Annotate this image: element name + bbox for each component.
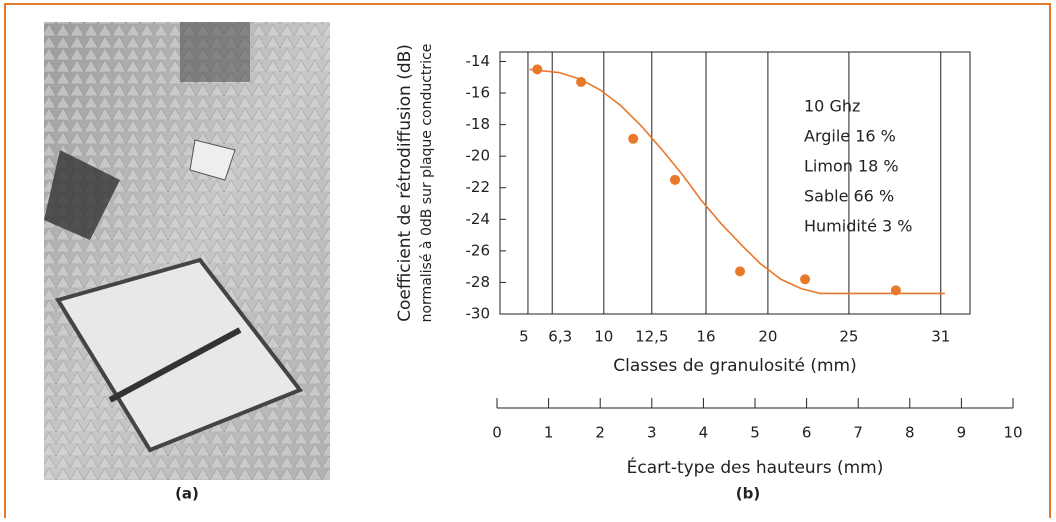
y-axis-label: Coefficient de rétrodiffusion (dB) [395,44,415,322]
y-tick-label: -30 [466,305,491,323]
annotation: Argile 16 % [804,127,896,146]
class-tick-label: 6,3 [548,328,572,346]
class-tick-label: 5 [519,328,529,346]
x2-tick-label: 9 [957,424,967,442]
y-tick-label: -22 [466,178,491,196]
data-point [532,64,543,75]
x2-tick-label: 3 [647,424,657,442]
y-tick-label: -28 [466,273,491,291]
data-point [800,274,811,285]
x2-tick-label: 0 [492,424,502,442]
class-tick-label: 16 [696,328,715,346]
y-tick-label: -14 [466,52,491,70]
x2-tick-label: 6 [802,424,812,442]
data-point [890,285,901,296]
annotation: Humidité 3 % [804,217,912,236]
x2-tick-label: 1 [544,424,554,442]
y-tick-label: -24 [466,210,491,228]
data-point [576,76,587,87]
x2-tick-label: 5 [750,424,760,442]
class-tick-label: 20 [758,328,777,346]
fit-line [529,68,945,295]
x2-tick-label: 2 [595,424,605,442]
x2-axis-label: Écart-type des hauteurs (mm) [627,456,884,478]
y-tick-label: -20 [466,147,491,165]
class-tick-label: 25 [839,328,858,346]
class-tick-label: 10 [594,328,613,346]
annotation: Limon 18 % [804,157,899,176]
panel-label: (b) [736,485,760,503]
y-tick-label: -16 [466,84,491,102]
annotation: Sable 66 % [804,187,894,206]
x-axis-label: Classes de granulosité (mm) [613,356,856,376]
y-axis-label: normalisé à 0dB sur plaque conductrice [419,44,435,323]
y-tick-label: -26 [466,241,491,259]
x2-tick-label: 8 [905,424,915,442]
data-point [670,174,681,185]
y-tick-label: -18 [466,115,491,133]
data-point [628,133,639,144]
class-tick-label: 31 [931,328,950,346]
x2-tick-label: 7 [853,424,863,442]
photo [44,22,330,480]
x2-tick-label: 4 [699,424,709,442]
plot-frame [499,51,971,315]
data-point [735,266,746,277]
class-tick-label: 12,5 [635,328,668,346]
x2-tick-label: 10 [1003,424,1022,442]
annotation: 10 Ghz [804,97,860,116]
panel-label: (a) [175,485,199,503]
frame-border [4,3,1051,518]
